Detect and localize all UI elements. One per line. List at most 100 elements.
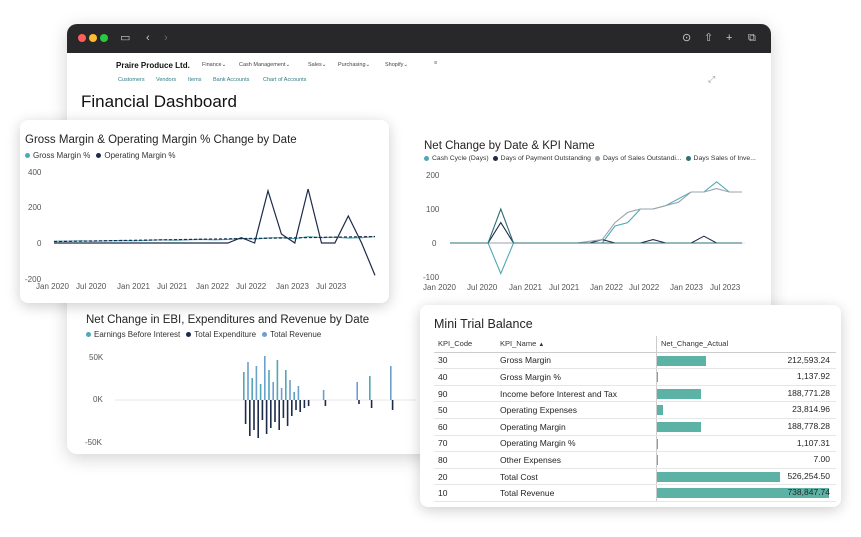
net-change-cell: 7.00	[656, 451, 836, 469]
revenue-bar	[285, 370, 287, 400]
download-icon[interactable]: ⊙	[682, 32, 692, 44]
nav-label: Finance	[202, 62, 222, 68]
value-bar	[657, 438, 658, 449]
subnav-items[interactable]: Items	[188, 77, 202, 83]
value-label: 212,593.24	[787, 354, 830, 365]
y-tick: 0	[37, 239, 42, 248]
kpi-code-cell: 80	[434, 451, 496, 469]
legend-item[interactable]: Total Expenditure	[186, 330, 256, 339]
page-title: Financial Dashboard	[81, 92, 237, 111]
browser-titlebar: ▭ ‹ › ⊙ ⇧ + ⧉	[67, 24, 771, 53]
revenue-bar	[322, 390, 325, 400]
nav-shopify[interactable]: Shopify⌄	[385, 62, 408, 68]
margin-legend: Gross Margin % Operating Margin %	[25, 151, 176, 160]
legend-label: Days Sales of Inve...	[693, 155, 756, 162]
table-row[interactable]: 70 Operating Margin % 1,107.31	[434, 435, 836, 453]
kpi-name-cell: Income before Interest and Tax	[496, 385, 657, 403]
y-tick: 400	[28, 168, 42, 177]
close-window-dot[interactable]	[78, 34, 86, 42]
tabs-overview-icon[interactable]: ⧉	[748, 32, 756, 44]
x-tick: Jan 2020	[423, 283, 456, 292]
expenditure-bar	[278, 400, 280, 430]
nav-label: Purchasing	[338, 62, 366, 68]
legend-dot	[96, 153, 102, 158]
expenditure-bar	[257, 400, 259, 438]
revenue-bar	[272, 382, 274, 400]
legend-item[interactable]: Operating Margin %	[96, 151, 176, 160]
nav-sales[interactable]: Sales⌄	[308, 62, 327, 68]
value-label: 526,254.50	[787, 470, 830, 481]
column-header[interactable]: KPI_Name ▲	[496, 336, 657, 353]
legend-item[interactable]: Gross Margin %	[25, 151, 90, 160]
net-change-cell: 188,771.28	[656, 385, 836, 403]
kpi-name-cell: Operating Margin	[496, 418, 657, 436]
revenue-bar	[255, 366, 258, 400]
margin-series	[53, 188, 376, 276]
subnav-customers[interactable]: Customers	[118, 77, 145, 83]
y-tick: 50K	[89, 353, 104, 362]
maximize-window-dot[interactable]	[100, 34, 108, 42]
forward-icon[interactable]: ›	[164, 32, 168, 44]
table-row[interactable]: 50 Operating Expenses 23,814.96	[434, 401, 836, 419]
revenue-bar	[293, 392, 295, 400]
subnav-bank-accounts[interactable]: Bank Accounts	[213, 77, 250, 83]
expenditure-bar	[303, 400, 306, 408]
table-row[interactable]: 20 Total Cost 526,254.50	[434, 468, 836, 486]
table-row[interactable]: 30 Gross Margin 212,593.24	[434, 352, 836, 370]
legend-item[interactable]: Days of Payment Outstanding	[492, 155, 591, 162]
table-row[interactable]: 10 Total Revenue 738,847.74	[434, 484, 836, 502]
trial-balance-card: Mini Trial Balance KPI_Code KPI_Name ▲ N…	[420, 305, 841, 507]
kpi-code-cell: 50	[434, 401, 496, 419]
value-label: 188,778.28	[787, 420, 830, 431]
table-row[interactable]: 80 Other Expenses 7.00	[434, 451, 836, 469]
value-label: 738,847.74	[787, 487, 830, 498]
minimize-window-dot[interactable]	[89, 34, 97, 42]
expenditure-bar	[370, 400, 373, 408]
x-tick: Jul 2021	[157, 282, 188, 291]
net-change-cell: 188,778.28	[656, 418, 836, 436]
table-row[interactable]: 40 Gross Margin % 1,137.92	[434, 368, 836, 386]
legend-label: Days of Payment Outstanding	[500, 155, 591, 162]
legend-item[interactable]: Cash Cycle (Days)	[424, 155, 489, 162]
legend-dot	[685, 156, 691, 161]
table-row[interactable]: 90 Income before Interest and Tax 188,771.…	[434, 385, 836, 403]
legend-item[interactable]: Days Sales of Inve...	[685, 155, 756, 162]
legend-item[interactable]: Earnings Before Interest	[86, 330, 180, 339]
expand-icon[interactable]: ⤢	[708, 74, 716, 84]
x-tick: Jan 2022	[196, 282, 229, 291]
value-label: 23,814.96	[792, 404, 830, 415]
kpi-code-cell: 20	[434, 468, 496, 486]
legend-label: Operating Margin %	[104, 151, 176, 160]
sidebar-icon[interactable]: ▭	[120, 32, 131, 44]
nav-purchasing[interactable]: Purchasing⌄	[338, 62, 371, 68]
company-name[interactable]: Praire Produce Ltd.	[116, 61, 190, 70]
share-icon[interactable]: ⇧	[704, 32, 714, 44]
ebi-title-wrap: Net Change in EBI, Expenditures and Reve…	[86, 310, 369, 328]
nav-cash-management[interactable]: Cash Management⌄	[239, 62, 291, 68]
x-tick: Jan 2021	[117, 282, 150, 291]
nav-finance[interactable]: Finance⌄	[202, 62, 227, 68]
y-tick: 0	[432, 239, 437, 248]
expenditure-bar	[307, 400, 310, 406]
column-header[interactable]: KPI_Code	[434, 336, 496, 353]
legend-item[interactable]: Days of Sales Outstandi...	[594, 155, 682, 162]
subnav-vendors[interactable]: Vendors	[156, 77, 177, 83]
operating-margin-line	[54, 188, 376, 276]
legend-label: Earnings Before Interest	[94, 330, 181, 339]
x-tick: Jul 2020	[467, 283, 498, 292]
column-header[interactable]: Net_Change_Actual	[656, 336, 836, 353]
revenue-bar	[297, 386, 300, 400]
net-change-cell: 1,107.31	[656, 435, 836, 453]
legend-item[interactable]: Total Revenue	[262, 330, 321, 339]
back-icon[interactable]: ‹	[146, 32, 150, 44]
more-menu-icon[interactable]: ≡	[434, 60, 438, 66]
subnav-chart-of-accounts[interactable]: Chart of Accounts	[263, 77, 307, 83]
legend-dot	[262, 332, 268, 337]
days-sales-inventory-line	[450, 207, 742, 244]
legend-label: Gross Margin %	[33, 151, 91, 160]
revenue-bar	[259, 384, 262, 400]
table-row[interactable]: 60 Operating Margin 188,778.28	[434, 418, 836, 436]
x-tick: Jan 2022	[590, 283, 623, 292]
new-tab-icon[interactable]: +	[726, 32, 733, 44]
ebi-legend: Earnings Before Interest Total Expenditu…	[86, 330, 321, 339]
